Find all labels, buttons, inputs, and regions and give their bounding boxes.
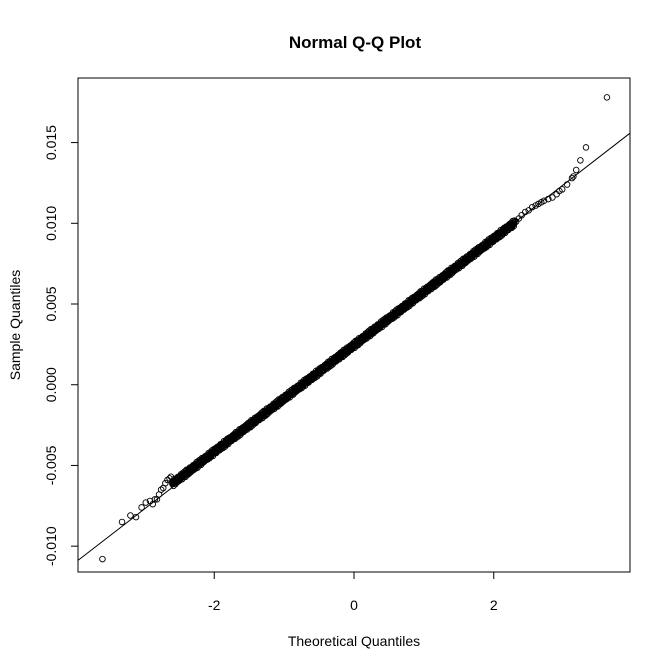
x-tick-label: -2	[208, 597, 221, 613]
plot-frame	[77, 77, 631, 573]
data-point	[164, 476, 171, 484]
data-point	[118, 518, 126, 526]
data-point	[127, 512, 134, 519]
data-point	[142, 499, 150, 506]
data-point	[262, 412, 270, 419]
data-point	[167, 473, 175, 481]
data-point	[568, 174, 576, 182]
data-point	[582, 144, 590, 151]
data-point	[563, 181, 571, 188]
data-point	[170, 482, 177, 490]
y-axis: -0.010 -0.005 0.000 0.005 0.010 0.015	[43, 125, 79, 566]
data-point	[558, 186, 566, 193]
data-point	[99, 555, 106, 563]
y-tick-label: -0.010	[43, 526, 59, 566]
chart-title: Normal Q-Q Plot	[289, 33, 422, 52]
data-point	[603, 94, 611, 101]
data-point	[197, 461, 205, 469]
data-point	[166, 475, 173, 482]
y-tick-label: 0.015	[43, 125, 59, 160]
data-point	[138, 504, 145, 511]
data-point	[540, 197, 548, 204]
data-point	[162, 479, 169, 487]
data-point	[354, 341, 362, 349]
data-point	[157, 486, 165, 493]
y-tick-label: 0.010	[43, 206, 59, 241]
y-axis-label: Sample Quantiles	[7, 270, 23, 381]
data-point	[525, 207, 532, 214]
x-axis-label: Theoretical Quantiles	[288, 633, 420, 649]
data-points	[99, 94, 611, 563]
x-axis: -2 0 2	[208, 571, 498, 613]
data-point	[572, 166, 580, 174]
y-tick-label: 0.000	[43, 367, 59, 402]
y-tick-label: 0.005	[43, 286, 59, 321]
data-point	[577, 157, 584, 164]
y-tick-label: -0.005	[43, 445, 59, 485]
reference-line	[77, 132, 631, 561]
data-point	[570, 173, 577, 180]
data-point	[549, 194, 556, 201]
x-tick-label: 0	[350, 597, 358, 613]
x-tick-label: 2	[490, 597, 498, 613]
